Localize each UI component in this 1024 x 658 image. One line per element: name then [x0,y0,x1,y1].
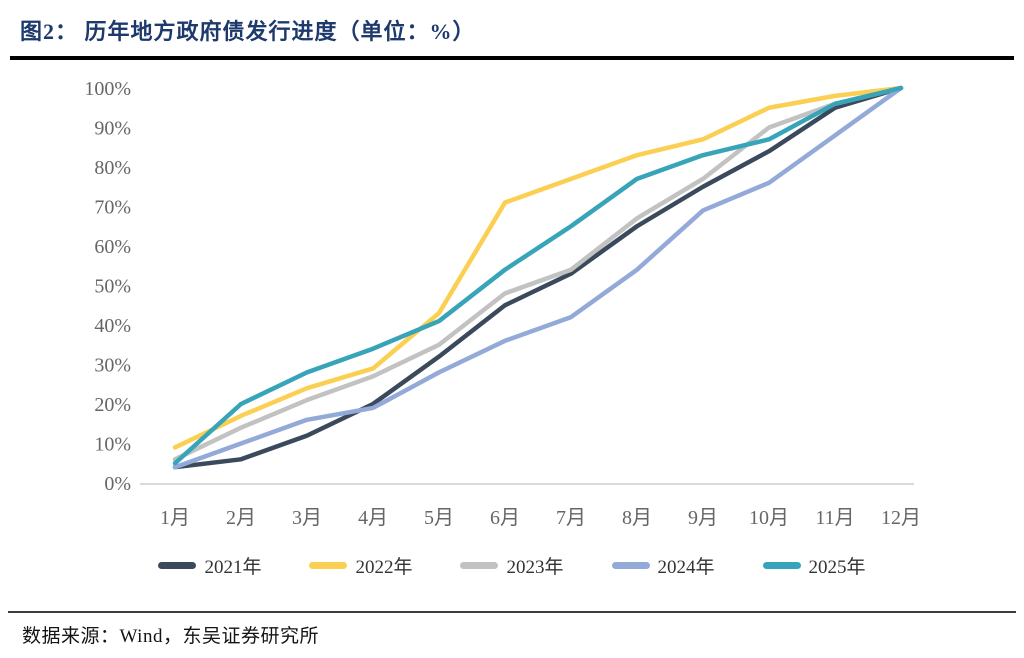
x-tick-label: 3月 [292,507,322,529]
y-tick-label: 10% [94,434,131,456]
legend-item-label: 2022年 [355,557,413,578]
x-tick-label: 11月 [815,507,854,529]
chart-line-2021 [172,85,904,470]
x-tick-label: 2月 [226,507,256,529]
x-tick-label: 9月 [688,507,718,529]
y-tick-label: 30% [94,355,131,377]
legend-swatch [158,562,197,569]
x-tick-label: 4月 [358,507,388,529]
title-divider [10,56,1014,60]
legend-item-label: 2021年 [204,557,262,578]
y-tick-label: 50% [94,276,131,298]
legend-swatch [762,562,801,569]
x-tick-label: 8月 [622,507,652,529]
x-tick-label: 10月 [749,507,789,529]
x-tick-label: 7月 [556,507,586,529]
legend-item-2021: 2021年 [158,552,261,579]
chart-line-2025 [172,85,904,466]
x-tick-label: 5月 [424,507,454,529]
legend-swatch [460,562,499,569]
y-tick-label: 60% [94,236,131,258]
legend-item-label: 2023年 [506,557,564,578]
chart-line-2022 [172,85,904,450]
x-tick-label: 6月 [490,507,520,529]
bottom-divider [8,611,1016,613]
y-tick-label: 70% [94,197,131,219]
y-tick-label: 0% [104,473,131,495]
legend-item-2024: 2024年 [611,552,715,579]
chart-legend: 2021年 2022年 2023年 2024年 2025年 [0,552,1024,579]
y-tick-label: 90% [94,118,131,140]
legend-swatch [309,562,348,569]
x-tick-label: 12月 [881,507,921,529]
chart-line-2023 [172,85,904,462]
legend-item-2023: 2023年 [460,552,564,579]
legend-item-label: 2025年 [808,557,866,578]
legend-item-label: 2024年 [657,557,715,578]
chart-line-2024 [172,85,904,470]
y-tick-label: 20% [94,394,131,416]
y-tick-label: 100% [84,78,131,100]
legend-item-2025: 2025年 [762,552,866,579]
y-tick-label: 80% [94,157,131,179]
x-tick-label: 1月 [160,507,190,529]
data-source: 数据来源：Wind，东吴证券研究所 [22,626,319,647]
y-tick-label: 40% [94,315,131,337]
legend-swatch [611,562,650,569]
figure-title: 图2： 历年地方政府债发行进度（单位：%） [20,19,476,44]
legend-item-2022: 2022年 [309,552,412,579]
